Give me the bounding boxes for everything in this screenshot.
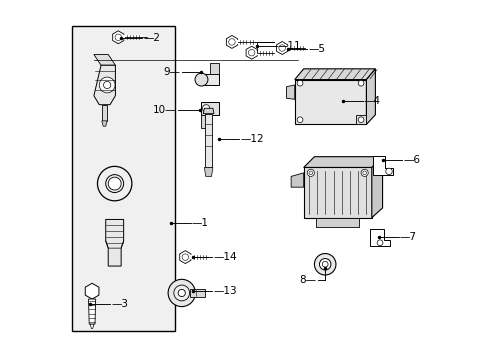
Text: 8—: 8—	[299, 275, 316, 285]
Polygon shape	[366, 69, 375, 125]
Circle shape	[308, 171, 312, 175]
Text: —11: —11	[277, 41, 301, 50]
Circle shape	[108, 177, 121, 190]
Circle shape	[195, 73, 207, 86]
Polygon shape	[88, 299, 96, 324]
Circle shape	[306, 169, 314, 176]
Polygon shape	[112, 31, 123, 44]
Text: —2: —2	[143, 33, 160, 43]
Polygon shape	[276, 41, 287, 54]
Text: —1: —1	[191, 218, 208, 228]
Circle shape	[99, 77, 115, 93]
Text: —12: —12	[240, 134, 264, 144]
Polygon shape	[303, 167, 371, 218]
Polygon shape	[201, 102, 219, 115]
Polygon shape	[102, 105, 107, 121]
Circle shape	[115, 34, 121, 41]
Polygon shape	[203, 108, 214, 114]
Polygon shape	[189, 289, 204, 297]
Polygon shape	[180, 251, 190, 264]
Circle shape	[357, 80, 363, 86]
Circle shape	[178, 289, 185, 297]
Circle shape	[362, 171, 366, 175]
Circle shape	[248, 49, 254, 56]
Circle shape	[360, 169, 367, 176]
Polygon shape	[94, 65, 115, 105]
Circle shape	[182, 254, 188, 260]
Text: —4: —4	[363, 96, 380, 106]
Polygon shape	[94, 54, 115, 65]
Circle shape	[278, 45, 285, 51]
Text: —3: —3	[111, 299, 128, 309]
Text: 10—: 10—	[153, 105, 176, 115]
Text: —5: —5	[308, 44, 325, 54]
Circle shape	[322, 261, 327, 267]
Polygon shape	[372, 156, 392, 175]
Polygon shape	[290, 173, 303, 187]
Text: —7: —7	[399, 232, 416, 242]
Circle shape	[376, 240, 382, 246]
Polygon shape	[102, 121, 107, 126]
Polygon shape	[85, 283, 99, 299]
Polygon shape	[210, 63, 219, 74]
Polygon shape	[201, 115, 210, 128]
Circle shape	[97, 166, 132, 201]
Circle shape	[357, 117, 363, 123]
Polygon shape	[294, 69, 375, 80]
Polygon shape	[204, 167, 212, 176]
Text: —6: —6	[403, 155, 420, 165]
Polygon shape	[204, 114, 212, 167]
Polygon shape	[371, 157, 382, 218]
Polygon shape	[105, 220, 123, 266]
Polygon shape	[369, 229, 389, 246]
Circle shape	[319, 258, 330, 270]
Circle shape	[105, 175, 123, 193]
Polygon shape	[316, 218, 359, 226]
Text: —13: —13	[213, 286, 237, 296]
Polygon shape	[303, 157, 382, 167]
Polygon shape	[286, 85, 294, 99]
Circle shape	[297, 80, 303, 86]
Polygon shape	[245, 46, 257, 59]
Polygon shape	[355, 115, 366, 125]
Bar	[72, 26, 174, 330]
Circle shape	[314, 253, 335, 275]
Polygon shape	[90, 324, 94, 328]
Circle shape	[228, 39, 235, 45]
Text: 9—: 9—	[163, 67, 180, 77]
Text: —14: —14	[213, 252, 237, 262]
Circle shape	[297, 117, 303, 123]
Circle shape	[202, 105, 209, 112]
Circle shape	[168, 279, 195, 307]
Circle shape	[103, 81, 110, 89]
Polygon shape	[201, 74, 219, 85]
Circle shape	[385, 168, 391, 175]
Circle shape	[174, 285, 189, 301]
Polygon shape	[294, 80, 366, 125]
Polygon shape	[226, 36, 237, 48]
